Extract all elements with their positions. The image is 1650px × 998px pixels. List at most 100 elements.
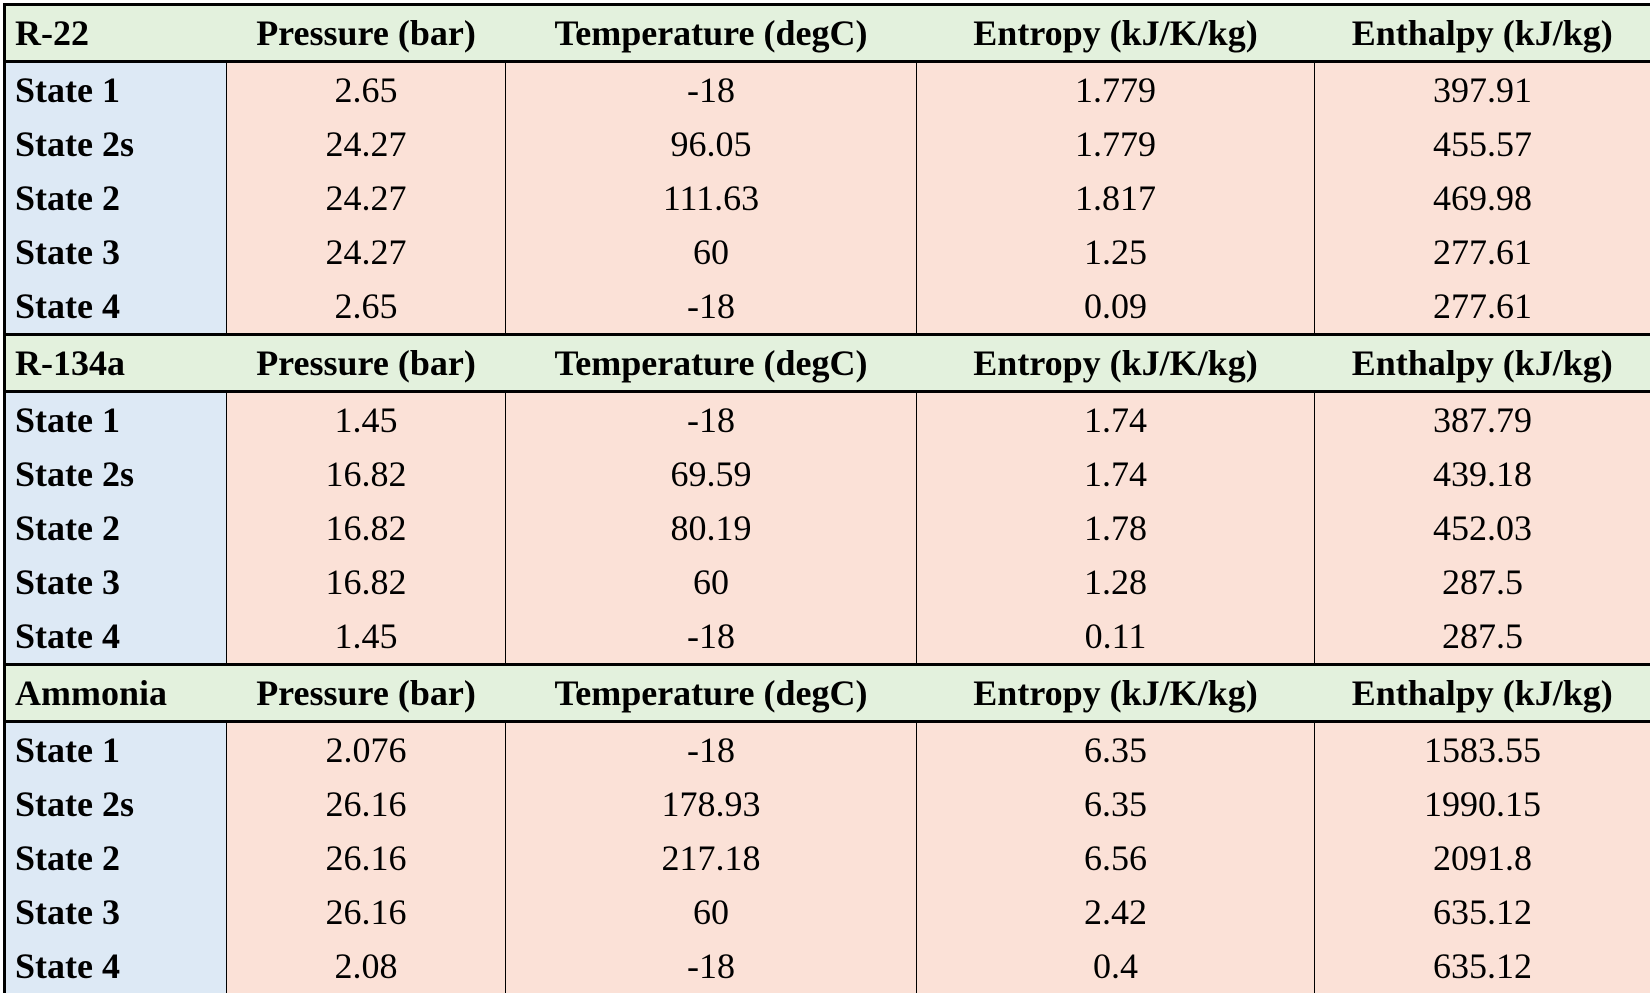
value-cell-enthalpy-kj-kg[interactable]: 1583.55: [1314, 721, 1650, 777]
value-cell-temperature-degc[interactable]: 60: [505, 225, 917, 279]
value-cell-pressure-bar[interactable]: 16.82: [226, 555, 506, 609]
value-cell-enthalpy-kj-kg[interactable]: 439.18: [1314, 447, 1650, 501]
value-cell-entropy-kj-k-kg[interactable]: 1.74: [916, 447, 1315, 501]
state-label-cell[interactable]: State 1: [3, 391, 227, 447]
value-cell-temperature-degc[interactable]: -18: [505, 279, 917, 335]
value-cell-entropy-kj-k-kg[interactable]: 0.11: [916, 609, 1315, 665]
value-cell-temperature-degc[interactable]: 178.93: [505, 777, 917, 831]
column-header-cell-enthalpy-kj-kg[interactable]: Enthalpy (kJ/kg): [1314, 663, 1650, 723]
column-header-cell-entropy-kj-k-kg[interactable]: Entropy (kJ/K/kg): [916, 663, 1315, 723]
value-cell-enthalpy-kj-kg[interactable]: 635.12: [1314, 885, 1650, 939]
value-cell-temperature-degc[interactable]: 60: [505, 885, 917, 939]
section-header-row-r-22: R-22 Pressure (bar) Temperature (degC) Entr…: [3, 3, 1650, 63]
value-cell-pressure-bar[interactable]: 1.45: [226, 391, 506, 447]
value-cell-entropy-kj-k-kg[interactable]: 0.4: [916, 939, 1315, 993]
value-cell-pressure-bar[interactable]: 2.08: [226, 939, 506, 993]
value-cell-entropy-kj-k-kg[interactable]: 1.25: [916, 225, 1315, 279]
value-cell-entropy-kj-k-kg[interactable]: 1.779: [916, 117, 1315, 171]
value-cell-entropy-kj-k-kg[interactable]: 6.56: [916, 831, 1315, 885]
refrigerant-name-cell[interactable]: R-22: [3, 3, 227, 63]
value-cell-temperature-degc[interactable]: -18: [505, 609, 917, 665]
value-cell-enthalpy-kj-kg[interactable]: 287.5: [1314, 609, 1650, 665]
value-cell-enthalpy-kj-kg[interactable]: 387.79: [1314, 391, 1650, 447]
state-label-cell[interactable]: State 3: [3, 885, 227, 939]
column-header-cell-pressure-bar[interactable]: Pressure (bar): [226, 333, 506, 393]
value-cell-pressure-bar[interactable]: 16.82: [226, 501, 506, 555]
value-cell-pressure-bar[interactable]: 16.82: [226, 447, 506, 501]
value-cell-entropy-kj-k-kg[interactable]: 6.35: [916, 721, 1315, 777]
value-cell-pressure-bar[interactable]: 2.65: [226, 279, 506, 335]
state-label-cell[interactable]: State 1: [3, 721, 227, 777]
value-cell-pressure-bar[interactable]: 2.65: [226, 61, 506, 117]
value-cell-temperature-degc[interactable]: 60: [505, 555, 917, 609]
column-header-cell-enthalpy-kj-kg[interactable]: Enthalpy (kJ/kg): [1314, 3, 1650, 63]
value-cell-enthalpy-kj-kg[interactable]: 1990.15: [1314, 777, 1650, 831]
refrigerant-name-cell[interactable]: R-134a: [3, 333, 227, 393]
table-row: State 2 26.16 217.18 6.56 2091.8: [3, 831, 1650, 885]
state-label-cell[interactable]: State 2: [3, 501, 227, 555]
value-cell-enthalpy-kj-kg[interactable]: 287.5: [1314, 555, 1650, 609]
value-cell-enthalpy-kj-kg[interactable]: 469.98: [1314, 171, 1650, 225]
state-label-cell[interactable]: State 2: [3, 171, 227, 225]
table-row: State 3 24.27 60 1.25 277.61: [3, 225, 1650, 279]
value-cell-entropy-kj-k-kg[interactable]: 1.28: [916, 555, 1315, 609]
column-header-cell-entropy-kj-k-kg[interactable]: Entropy (kJ/K/kg): [916, 333, 1315, 393]
table-row: State 1 2.65 -18 1.779 397.91: [3, 61, 1650, 117]
value-cell-temperature-degc[interactable]: 111.63: [505, 171, 917, 225]
value-cell-temperature-degc[interactable]: -18: [505, 391, 917, 447]
value-cell-temperature-degc[interactable]: -18: [505, 939, 917, 993]
value-cell-temperature-degc[interactable]: 80.19: [505, 501, 917, 555]
value-cell-pressure-bar[interactable]: 24.27: [226, 171, 506, 225]
value-cell-temperature-degc[interactable]: 217.18: [505, 831, 917, 885]
value-cell-temperature-degc[interactable]: 96.05: [505, 117, 917, 171]
state-label-cell[interactable]: State 4: [3, 609, 227, 665]
column-header-cell-temperature-degc[interactable]: Temperature (degC): [505, 663, 917, 723]
value-cell-pressure-bar[interactable]: 2.076: [226, 721, 506, 777]
state-label-cell[interactable]: State 2: [3, 831, 227, 885]
value-cell-entropy-kj-k-kg[interactable]: 1.78: [916, 501, 1315, 555]
value-cell-pressure-bar[interactable]: 1.45: [226, 609, 506, 665]
value-cell-entropy-kj-k-kg[interactable]: 2.42: [916, 885, 1315, 939]
value-cell-enthalpy-kj-kg[interactable]: 277.61: [1314, 279, 1650, 335]
value-cell-pressure-bar[interactable]: 26.16: [226, 885, 506, 939]
value-cell-enthalpy-kj-kg[interactable]: 452.03: [1314, 501, 1650, 555]
table-row: State 2s 24.27 96.05 1.779 455.57: [3, 117, 1650, 171]
state-label-cell[interactable]: State 2s: [3, 117, 227, 171]
state-label-cell[interactable]: State 2s: [3, 447, 227, 501]
value-cell-entropy-kj-k-kg[interactable]: 1.779: [916, 61, 1315, 117]
state-label-cell[interactable]: State 2s: [3, 777, 227, 831]
value-cell-enthalpy-kj-kg[interactable]: 277.61: [1314, 225, 1650, 279]
value-cell-temperature-degc[interactable]: -18: [505, 721, 917, 777]
value-cell-temperature-degc[interactable]: 69.59: [505, 447, 917, 501]
value-cell-pressure-bar[interactable]: 24.27: [226, 225, 506, 279]
value-cell-entropy-kj-k-kg[interactable]: 1.817: [916, 171, 1315, 225]
value-cell-entropy-kj-k-kg[interactable]: 6.35: [916, 777, 1315, 831]
refrigerant-properties-table: R-22 Pressure (bar) Temperature (degC) Entr…: [3, 3, 1650, 993]
column-header-cell-pressure-bar[interactable]: Pressure (bar): [226, 663, 506, 723]
state-label-cell[interactable]: State 3: [3, 555, 227, 609]
column-header-cell-pressure-bar[interactable]: Pressure (bar): [226, 3, 506, 63]
table-row: State 1 2.076 -18 6.35 1583.55: [3, 721, 1650, 777]
state-label-cell[interactable]: State 4: [3, 939, 227, 993]
value-cell-temperature-degc[interactable]: -18: [505, 61, 917, 117]
value-cell-enthalpy-kj-kg[interactable]: 635.12: [1314, 939, 1650, 993]
value-cell-enthalpy-kj-kg[interactable]: 397.91: [1314, 61, 1650, 117]
table-row: State 2 24.27 111.63 1.817 469.98: [3, 171, 1650, 225]
section-header-row-ammonia: Ammonia Pressure (bar) Temperature (degC) E…: [3, 663, 1650, 723]
value-cell-pressure-bar[interactable]: 26.16: [226, 777, 506, 831]
state-label-cell[interactable]: State 4: [3, 279, 227, 335]
value-cell-pressure-bar[interactable]: 24.27: [226, 117, 506, 171]
refrigerant-name-cell[interactable]: Ammonia: [3, 663, 227, 723]
state-label-cell[interactable]: State 3: [3, 225, 227, 279]
value-cell-entropy-kj-k-kg[interactable]: 1.74: [916, 391, 1315, 447]
section-header-row-r-134a: R-134a Pressure (bar) Temperature (degC) En…: [3, 333, 1650, 393]
column-header-cell-temperature-degc[interactable]: Temperature (degC): [505, 3, 917, 63]
column-header-cell-enthalpy-kj-kg[interactable]: Enthalpy (kJ/kg): [1314, 333, 1650, 393]
value-cell-enthalpy-kj-kg[interactable]: 2091.8: [1314, 831, 1650, 885]
value-cell-entropy-kj-k-kg[interactable]: 0.09: [916, 279, 1315, 335]
state-label-cell[interactable]: State 1: [3, 61, 227, 117]
column-header-cell-temperature-degc[interactable]: Temperature (degC): [505, 333, 917, 393]
value-cell-enthalpy-kj-kg[interactable]: 455.57: [1314, 117, 1650, 171]
value-cell-pressure-bar[interactable]: 26.16: [226, 831, 506, 885]
column-header-cell-entropy-kj-k-kg[interactable]: Entropy (kJ/K/kg): [916, 3, 1315, 63]
